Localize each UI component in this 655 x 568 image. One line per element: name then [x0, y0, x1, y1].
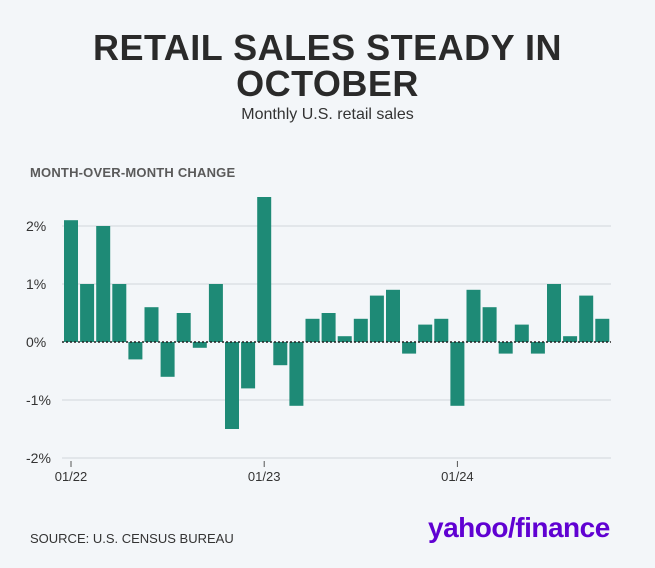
- y-tick-label: -2%: [26, 450, 51, 466]
- bar: [514, 324, 529, 342]
- y-tick-label: 1%: [26, 276, 46, 292]
- bar: [144, 307, 159, 342]
- y-axis-label: MONTH-OVER-MONTH CHANGE: [30, 165, 236, 180]
- bar: [160, 342, 175, 377]
- x-tick-label: 01/23: [248, 469, 281, 484]
- y-tick-label: -1%: [26, 392, 51, 408]
- bar: [579, 295, 594, 342]
- bar: [482, 307, 497, 342]
- bar: [273, 342, 288, 366]
- logo-yahoo: yahoo: [428, 512, 508, 543]
- bar: [128, 342, 143, 360]
- bar: [369, 295, 384, 342]
- bar: [418, 324, 433, 342]
- bar: [225, 342, 239, 429]
- logo-slash: /: [507, 512, 516, 543]
- bar: [257, 197, 272, 342]
- bar: [305, 318, 320, 342]
- bar: [466, 289, 481, 342]
- bar: [434, 318, 449, 342]
- yahoo-finance-logo: yahoo/finance: [428, 512, 610, 544]
- bar: [176, 313, 191, 342]
- y-tick-label: 2%: [26, 218, 46, 234]
- bar: [208, 284, 223, 342]
- x-tick-label: 01/24: [441, 469, 474, 484]
- bar: [530, 342, 545, 354]
- title-line-2: OCTOBER: [236, 63, 419, 104]
- bar: [450, 342, 465, 406]
- bar: [289, 342, 304, 406]
- bar: [595, 318, 610, 342]
- y-tick-label: 0%: [26, 334, 46, 350]
- bar: [192, 342, 207, 348]
- logo-finance: finance: [515, 512, 610, 543]
- bar: [241, 342, 256, 389]
- bar: [353, 318, 368, 342]
- bar: [563, 336, 578, 342]
- bar: [547, 284, 561, 342]
- bar: [337, 336, 352, 342]
- source-note: SOURCE: U.S. CENSUS BUREAU: [30, 531, 234, 546]
- bar: [498, 342, 513, 354]
- bar: [402, 342, 417, 354]
- bar: [96, 226, 111, 342]
- bar: [80, 284, 95, 342]
- chart-subtitle: Monthly U.S. retail sales: [241, 106, 414, 123]
- bar: [321, 313, 336, 342]
- bar: [64, 220, 78, 342]
- title-line-1: RETAIL SALES STEADY IN: [92, 27, 563, 68]
- chart-title: RETAIL SALES STEADY IN OCTOBER: [0, 30, 655, 102]
- x-tick-label: 01/22: [55, 469, 88, 484]
- bar: [112, 284, 127, 342]
- bar: [386, 289, 400, 342]
